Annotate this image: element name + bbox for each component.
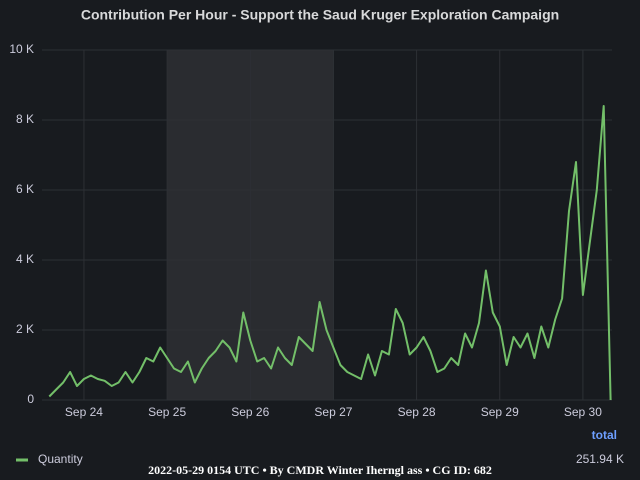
y-tick-label: 6 K: [16, 182, 34, 196]
legend-total: 251.94 K: [576, 452, 624, 466]
x-tick-label: Sep 28: [398, 405, 436, 419]
chart-title: Contribution Per Hour - Support the Saud…: [81, 7, 559, 23]
x-tick-label: Sep 27: [314, 405, 352, 419]
legend-label[interactable]: Quantity: [38, 452, 83, 466]
footer: 2022-05-29 0154 UTC • By CMDR Winter Ihe…: [148, 463, 492, 477]
legend-header[interactable]: total: [592, 428, 617, 442]
x-tick-label: Sep 29: [481, 405, 519, 419]
y-tick-label: 10 K: [9, 42, 34, 56]
x-tick-label: Sep 24: [65, 405, 103, 419]
y-tick-label: 8 K: [16, 112, 34, 126]
x-tick-label: Sep 25: [148, 405, 186, 419]
x-tick-label: Sep 30: [564, 405, 602, 419]
y-tick-label: 0: [27, 392, 34, 406]
x-tick-label: Sep 26: [231, 405, 269, 419]
y-tick-label: 4 K: [16, 252, 34, 266]
y-tick-label: 2 K: [16, 322, 34, 336]
data-line: [48, 105, 612, 401]
